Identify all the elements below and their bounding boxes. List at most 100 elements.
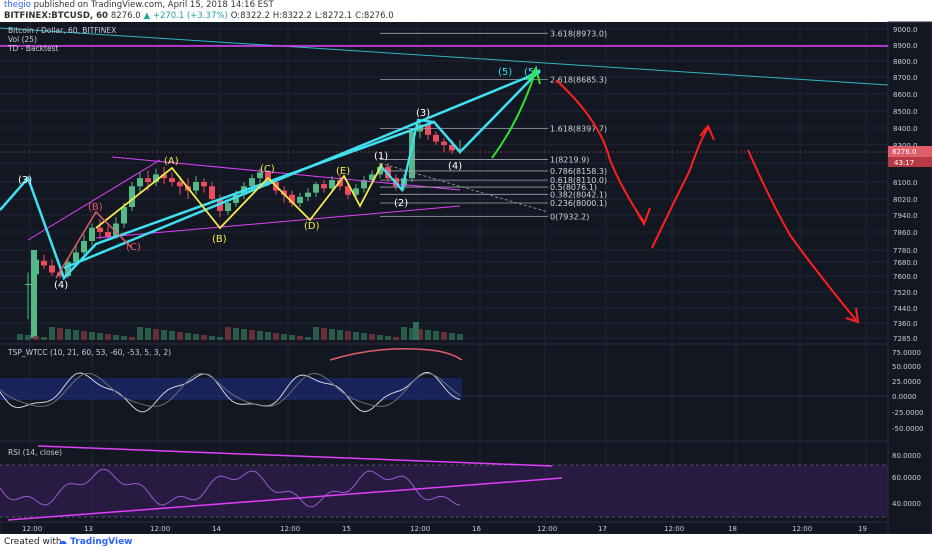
wave-label: (A) — [164, 156, 179, 167]
candle-body — [345, 186, 351, 195]
wave-label: (1) — [374, 151, 388, 162]
volume-bar — [145, 328, 151, 340]
candle-body — [193, 182, 199, 191]
volume-bar — [297, 336, 303, 340]
time-tick-label: 17 — [598, 525, 607, 533]
wave-label: (B) — [88, 202, 103, 213]
price-tick-label: 7440.0 — [893, 305, 918, 313]
price-tick-label: 7860.0 — [893, 229, 918, 237]
rsi-trend-line — [37, 445, 553, 467]
time-tick-label: 18 — [728, 525, 737, 533]
fib-level-label: 1.618(8397.7) — [550, 124, 607, 133]
candle-body — [169, 178, 175, 182]
fib-level-label: 2.618(8685.3) — [550, 75, 607, 84]
wave-label: (C) — [260, 164, 275, 175]
volume-bar — [177, 332, 183, 340]
symbol-label: BITFINEX:BTCUSD, 60 — [4, 11, 108, 21]
candle-body — [225, 203, 231, 211]
volume-bar — [129, 337, 135, 340]
candle-body — [361, 180, 367, 189]
candle-body — [329, 180, 335, 189]
c-value: C:8276.0 — [355, 11, 394, 21]
volume-bar — [281, 334, 287, 340]
volume-bar — [161, 330, 167, 340]
wtcc-tick-label: 75.0000 — [892, 349, 921, 357]
wave-label: (5) — [524, 67, 538, 78]
wtcc-line-red — [329, 348, 463, 361]
volume-bar — [409, 328, 415, 340]
price-tick-label: 7285.0 — [893, 335, 918, 343]
countdown-label: 43:17 — [894, 159, 914, 167]
candle-body — [105, 232, 111, 237]
volume-bar — [73, 330, 79, 340]
tradingview-logo[interactable]: ☁ TradingView — [58, 537, 133, 547]
volume-bar — [433, 331, 439, 340]
fib-level-label: 0.236(8000.1) — [550, 199, 607, 208]
volume-bar — [137, 327, 143, 340]
wave-label: (D) — [304, 221, 320, 232]
elliott-wave-cyan-small — [379, 118, 435, 193]
volume-bar — [121, 336, 127, 340]
channel-line-cyan — [63, 70, 541, 270]
volume-bar — [17, 334, 23, 340]
wtcc-line-2 — [0, 372, 461, 407]
time-tick-label: 12:00 — [664, 525, 684, 533]
volume-bar — [393, 337, 399, 340]
candle-body — [297, 196, 303, 203]
price-tick-label: 8020.0 — [893, 196, 918, 204]
price-tick-label: 8400.0 — [893, 125, 918, 133]
volume-bar — [57, 328, 63, 340]
countdown-tag — [888, 157, 932, 167]
candle-body — [81, 241, 87, 253]
price-tick-label: 7520.0 — [893, 289, 918, 297]
volume-bar — [217, 337, 223, 340]
candle-body — [233, 194, 239, 203]
time-tick-label: 12:00 — [280, 525, 300, 533]
price-tick-label: 8600.0 — [893, 91, 918, 99]
wave-label: (E) — [336, 166, 350, 177]
triangle-line — [27, 159, 161, 241]
volume-bar — [457, 334, 463, 340]
candle-body — [353, 188, 359, 195]
candle-body — [201, 182, 207, 187]
price-tick-label: 9000.0 — [893, 26, 918, 34]
volume-bar — [33, 336, 39, 340]
fib-level-label: 0(7932.2) — [550, 213, 589, 222]
volume-bar — [289, 335, 295, 340]
volume-bar — [337, 330, 343, 340]
volume-bar — [385, 336, 391, 340]
volume-bar — [449, 333, 455, 340]
candle-body — [153, 174, 159, 182]
candle-body — [97, 227, 103, 232]
fib-level-label: 0.5(8076.1) — [550, 183, 597, 192]
volume-bar — [185, 333, 191, 340]
change-value: ▲ +270.1 (+3.37%) — [143, 11, 228, 21]
publish-header: thegio published on TradingView.com, Apr… — [0, 0, 932, 22]
wtcc-tick-label: 50.0000 — [892, 363, 921, 371]
wtcc-legend: TSP_WTCC (10, 21, 60, 53, -60, -53, 5, 3… — [8, 348, 172, 357]
candle-body — [161, 174, 167, 179]
wave-label: (4) — [448, 161, 462, 172]
h-value: H:8322.2 — [272, 11, 312, 21]
volume-bar — [377, 335, 383, 340]
price-tick-label: 7680.0 — [893, 259, 918, 267]
volume-bar — [273, 333, 279, 340]
volume-bar — [81, 331, 87, 340]
time-tick-label: 14 — [212, 525, 221, 533]
rsi-trend-line — [7, 477, 563, 521]
abcde-wave-yellow — [95, 163, 383, 230]
author-link[interactable]: thegio — [4, 0, 31, 10]
o-value: O:8322.2 — [230, 11, 270, 21]
volume-bar — [413, 322, 419, 340]
volume-bar — [249, 330, 255, 340]
triangle-line — [111, 156, 461, 191]
candle-body — [145, 178, 151, 182]
volume-bar — [97, 333, 103, 340]
wave-label: (2) — [394, 198, 408, 209]
correction-wave-red — [55, 210, 133, 279]
candle-body — [113, 223, 119, 237]
candle-body — [177, 182, 183, 187]
rsi-band — [0, 465, 888, 517]
candle-body — [289, 194, 295, 203]
